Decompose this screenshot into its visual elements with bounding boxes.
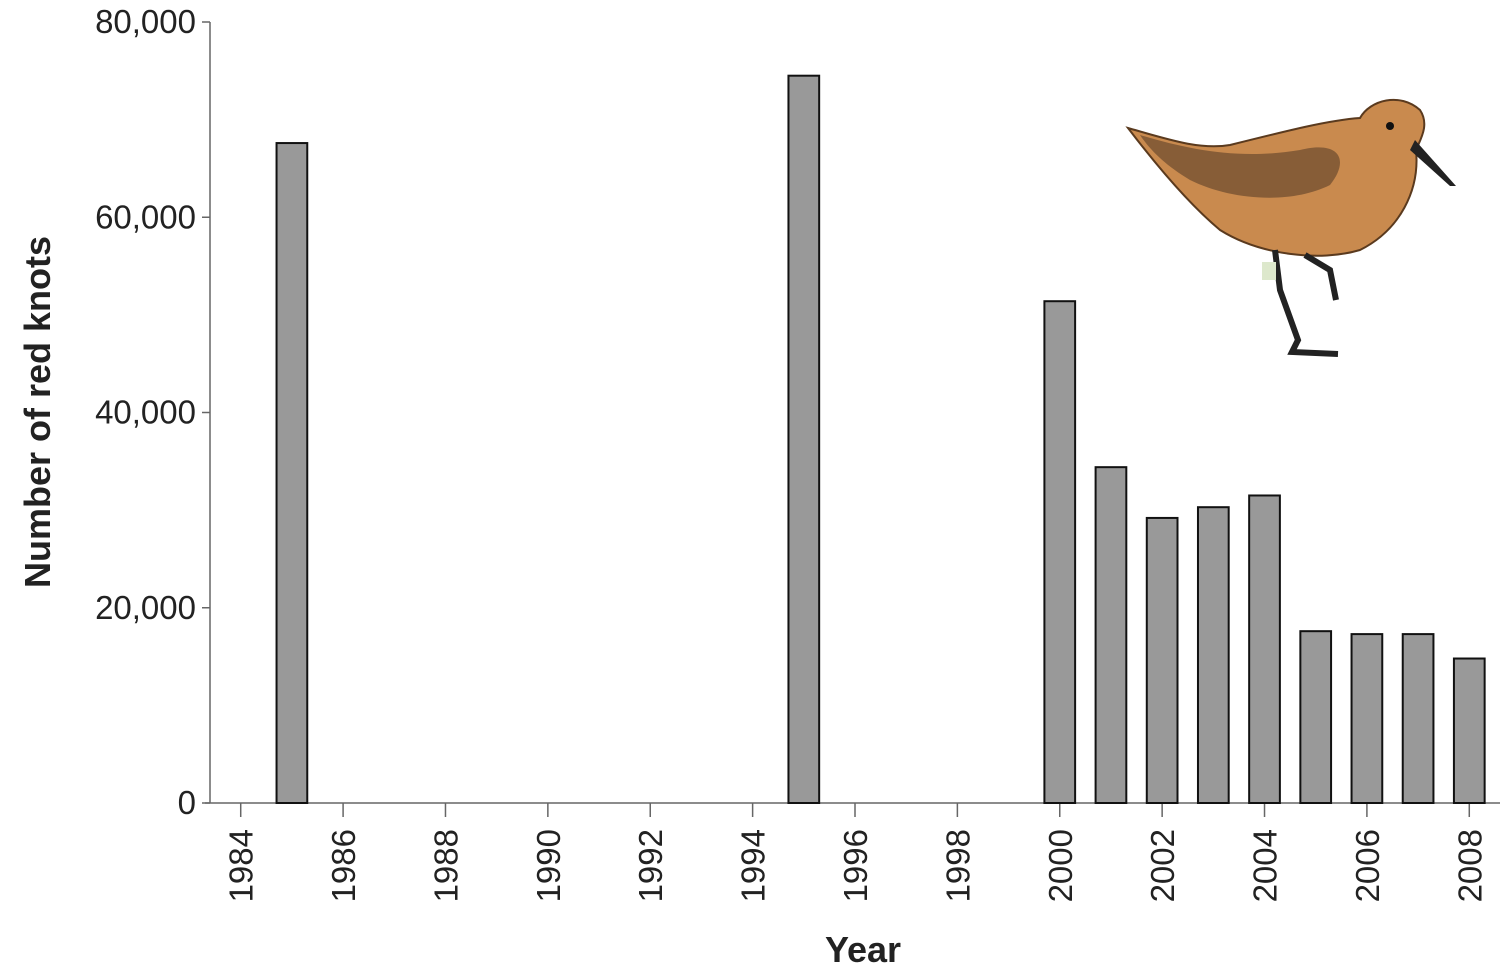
x-axis-title: Year — [825, 929, 901, 970]
y-tick-label: 60,000 — [95, 198, 196, 235]
x-tick-label: 2004 — [1247, 829, 1284, 902]
y-tick-label: 40,000 — [95, 394, 196, 431]
bar — [787, 74, 821, 805]
bar — [1401, 633, 1435, 805]
y-tick-label: 80,000 — [95, 3, 196, 40]
bar — [1094, 466, 1128, 804]
y-tick-label: 0 — [178, 784, 196, 821]
bar — [1452, 657, 1486, 805]
bar — [275, 142, 309, 804]
bird-illustration — [1125, 99, 1456, 357]
bar — [1145, 516, 1179, 804]
bar — [1299, 630, 1333, 804]
x-tick-label: 1990 — [530, 829, 567, 902]
x-tick-label: 2000 — [1042, 829, 1079, 902]
x-tick-label: 2006 — [1349, 829, 1386, 902]
bar — [1248, 494, 1281, 804]
x-tick-label: 1984 — [223, 829, 260, 902]
bar — [1043, 300, 1077, 804]
bar — [1196, 506, 1230, 804]
x-tick-label: 1988 — [427, 829, 464, 902]
x-tick-label: 2002 — [1144, 829, 1181, 902]
y-axis-title: Number of red knots — [17, 236, 58, 588]
x-tick-label: 1994 — [735, 829, 772, 902]
x-tick-label: 1992 — [632, 829, 669, 902]
x-tick-label: 1996 — [837, 829, 874, 902]
x-tick-label: 2008 — [1451, 829, 1488, 902]
x-tick-label: 1986 — [325, 829, 362, 902]
y-tick-label: 20,000 — [95, 589, 196, 626]
bar — [1350, 633, 1384, 805]
x-tick-label: 1998 — [939, 829, 976, 902]
